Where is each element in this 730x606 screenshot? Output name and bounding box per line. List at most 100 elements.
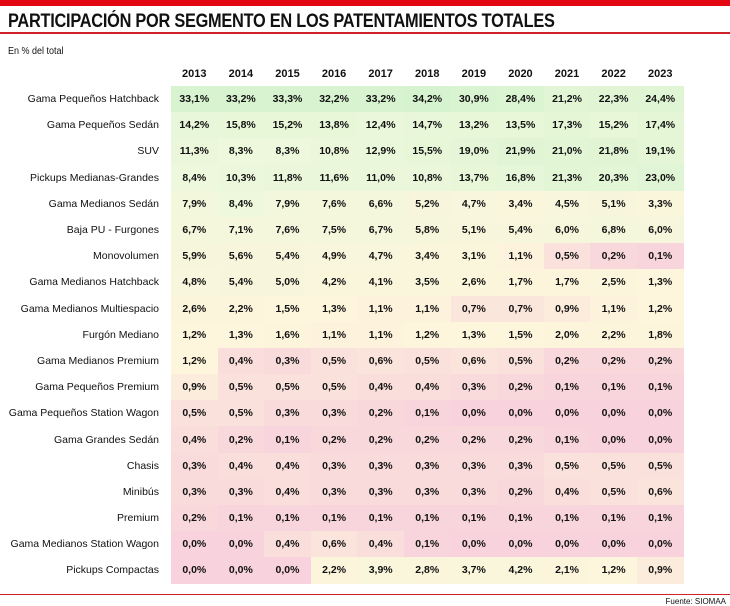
heatmap-cell: 10,3% bbox=[217, 164, 265, 191]
row-label: Monovolumen bbox=[0, 243, 171, 270]
heatmap-cell: 0,0% bbox=[217, 557, 265, 584]
heatmap-cell: 14,2% bbox=[171, 112, 218, 139]
heatmap-cell: 12,4% bbox=[357, 112, 404, 139]
heatmap-cell: 24,4% bbox=[636, 86, 684, 113]
heatmap-cell: 0,0% bbox=[590, 426, 637, 453]
heatmap-cell: 8,3% bbox=[217, 138, 265, 165]
heatmap-cell: 0,2% bbox=[543, 347, 591, 375]
heatmap-cell: 4,1% bbox=[357, 269, 404, 296]
heatmap-cell: 0,1% bbox=[357, 505, 404, 532]
heatmap-cell: 8,3% bbox=[264, 138, 311, 165]
heatmap-cell: 0,0% bbox=[543, 400, 591, 427]
heatmap-cell: 0,1% bbox=[590, 374, 637, 401]
heatmap-cell: 14,7% bbox=[403, 112, 451, 139]
heatmap-cell: 0,5% bbox=[636, 452, 684, 479]
row-label: Pickups Medianas-Grandes bbox=[0, 164, 171, 191]
heatmap-cell: 12,9% bbox=[357, 138, 404, 165]
heatmap-cell: 0,1% bbox=[543, 426, 591, 453]
heatmap-cell: 23,0% bbox=[636, 164, 684, 191]
heatmap-cell: 28,4% bbox=[497, 86, 544, 113]
heatmap-cell: 0,1% bbox=[264, 505, 311, 532]
heatmap-cell: 0,5% bbox=[543, 243, 591, 270]
heatmap-cell: 0,1% bbox=[543, 374, 591, 401]
heatmap-cell: 0,3% bbox=[217, 478, 265, 505]
heatmap-cell: 0,4% bbox=[403, 374, 451, 401]
heatmap-cell: 0,9% bbox=[171, 374, 218, 401]
heatmap-cell: 6,0% bbox=[636, 216, 684, 244]
heatmap-cell: 0,5% bbox=[310, 374, 358, 401]
year-header: 2013 bbox=[182, 68, 207, 80]
heatmap-cell: 13,7% bbox=[450, 164, 498, 191]
heatmap-cell: 1,2% bbox=[636, 295, 684, 322]
row-label: Gama Pequeños Station Wagon bbox=[0, 400, 171, 427]
heatmap-cell: 2,8% bbox=[403, 557, 451, 584]
heatmap-cell: 0,3% bbox=[264, 347, 311, 375]
heatmap-cell: 7,5% bbox=[310, 216, 358, 244]
heatmap-cell: 5,4% bbox=[497, 216, 544, 244]
heatmap-cell: 0,2% bbox=[310, 426, 358, 453]
heatmap-cell: 0,2% bbox=[450, 426, 498, 453]
table-row: Pickups Medianas-Grandes 8,4% 10,3% 11,8% 11… bbox=[0, 164, 684, 191]
heatmap-cell: 33,2% bbox=[217, 86, 265, 113]
table-row: Gama Medianos Sedán 7,9% 8,4% 7,9% 7,6% 6,6% 5… bbox=[0, 190, 684, 217]
heatmap-cell: 0,3% bbox=[450, 478, 498, 505]
heatmap-cell: 5,4% bbox=[217, 269, 265, 296]
heatmap-cell: 3,9% bbox=[357, 557, 404, 584]
heatmap-cell: 16,8% bbox=[497, 164, 544, 191]
heatmap-cell: 1,8% bbox=[636, 321, 684, 348]
heatmap-cell: 3,4% bbox=[403, 243, 451, 270]
heatmap-cell: 17,3% bbox=[543, 112, 591, 139]
heatmap-cell: 2,2% bbox=[590, 321, 637, 348]
heatmap-cell: 4,2% bbox=[497, 557, 544, 584]
heatmap-cell: 0,3% bbox=[403, 478, 451, 505]
heatmap-cell: 0,1% bbox=[403, 531, 451, 558]
heatmap-cell: 0,3% bbox=[310, 478, 358, 505]
heatmap-cell: 21,0% bbox=[543, 138, 591, 165]
row-label: Gama Grandes Sedán bbox=[0, 426, 171, 453]
heatmap-cell: 0,2% bbox=[403, 426, 451, 453]
table-row: Gama Medianos Premium 1,2% 0,4% 0,3% 0,5% 0,6… bbox=[0, 347, 684, 375]
source-note: Fuente: SIOMAA bbox=[665, 597, 726, 606]
heatmap-cell: 15,8% bbox=[217, 112, 265, 139]
heatmap-cell: 0,5% bbox=[543, 452, 591, 479]
heatmap-cell: 0,1% bbox=[636, 374, 684, 401]
heatmap-cell: 0,1% bbox=[403, 400, 451, 427]
heatmap-cell: 0,1% bbox=[636, 505, 684, 532]
heatmap-cell: 0,1% bbox=[217, 505, 265, 532]
heatmap-cell: 0,6% bbox=[310, 531, 358, 558]
table-row: Gama Pequeños Hatchback 33,1% 33,2% 33,3% 32… bbox=[0, 86, 684, 113]
heatmap-cell: 0,5% bbox=[217, 374, 265, 401]
heatmap-cell: 0,2% bbox=[590, 243, 637, 270]
heatmap-cell: 0,1% bbox=[497, 505, 544, 532]
heatmap-cell: 21,8% bbox=[590, 138, 637, 165]
heatmap-cell: 0,3% bbox=[171, 452, 218, 479]
table-row: Gama Grandes Sedán 0,4% 0,2% 0,1% 0,2% 0,2% 0,… bbox=[0, 426, 684, 453]
heatmap-cell: 34,2% bbox=[403, 86, 451, 113]
heatmap-cell: 11,8% bbox=[264, 164, 311, 191]
heatmap-cell: 0,7% bbox=[497, 295, 544, 322]
heatmap-cell: 19,1% bbox=[636, 138, 684, 165]
year-header: 2018 bbox=[415, 68, 440, 80]
heatmap-cell: 0,5% bbox=[497, 347, 544, 375]
table-row: Gama Medianos Multiespacio 2,6% 2,2% 1,5% 1,… bbox=[0, 295, 684, 322]
heatmap-cell: 0,3% bbox=[497, 452, 544, 479]
row-label: Gama Medianos Sedán bbox=[0, 190, 171, 217]
heatmap-cell: 0,0% bbox=[450, 400, 498, 427]
heatmap-cell: 1,6% bbox=[264, 321, 311, 348]
heatmap-cell: 5,2% bbox=[403, 190, 451, 217]
heatmap-cell: 3,5% bbox=[403, 269, 451, 296]
heatmap-cell: 0,5% bbox=[310, 347, 358, 375]
heatmap-cell: 1,1% bbox=[357, 295, 404, 322]
heatmap-cell: 0,1% bbox=[264, 426, 311, 453]
heatmap-cell: 3,4% bbox=[497, 190, 544, 217]
chart-subtitle: En % del total bbox=[8, 46, 64, 57]
heatmap-cell: 2,1% bbox=[543, 557, 591, 584]
heatmap-cell: 0,1% bbox=[310, 505, 358, 532]
heatmap-cell: 0,0% bbox=[171, 557, 218, 584]
row-label: Baja PU - Furgones bbox=[0, 216, 171, 244]
heatmap-cell: 0,2% bbox=[497, 426, 544, 453]
heatmap-cell: 7,6% bbox=[310, 190, 358, 217]
heatmap-cell: 0,0% bbox=[171, 531, 218, 558]
year-header: 2021 bbox=[554, 68, 580, 80]
heatmap-cell: 6,7% bbox=[171, 216, 218, 244]
